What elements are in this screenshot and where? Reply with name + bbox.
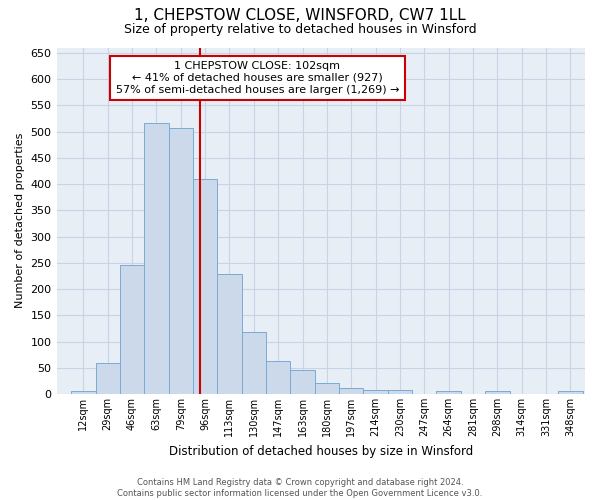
Text: 1 CHEPSTOW CLOSE: 102sqm
← 41% of detached houses are smaller (927)
57% of semi-: 1 CHEPSTOW CLOSE: 102sqm ← 41% of detach…: [116, 62, 399, 94]
Bar: [388, 390, 412, 394]
Y-axis label: Number of detached properties: Number of detached properties: [15, 133, 25, 308]
Bar: [266, 361, 290, 394]
Bar: [217, 274, 242, 394]
Bar: [364, 390, 388, 394]
Bar: [169, 128, 193, 394]
Bar: [144, 123, 169, 394]
Text: 1, CHEPSTOW CLOSE, WINSFORD, CW7 1LL: 1, CHEPSTOW CLOSE, WINSFORD, CW7 1LL: [134, 8, 466, 22]
Bar: [290, 370, 314, 394]
Bar: [242, 332, 266, 394]
Bar: [95, 362, 120, 394]
Bar: [339, 388, 364, 394]
Bar: [193, 179, 217, 394]
Text: Size of property relative to detached houses in Winsford: Size of property relative to detached ho…: [124, 22, 476, 36]
Bar: [314, 383, 339, 394]
Bar: [71, 392, 95, 394]
Text: Contains HM Land Registry data © Crown copyright and database right 2024.
Contai: Contains HM Land Registry data © Crown c…: [118, 478, 482, 498]
Bar: [558, 391, 583, 394]
Bar: [436, 392, 461, 394]
Bar: [485, 391, 509, 394]
X-axis label: Distribution of detached houses by size in Winsford: Distribution of detached houses by size …: [169, 444, 473, 458]
Bar: [120, 265, 144, 394]
